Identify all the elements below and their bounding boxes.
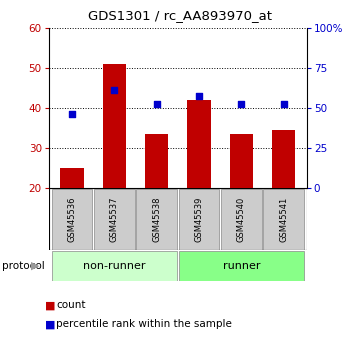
Text: percentile rank within the sample: percentile rank within the sample xyxy=(56,319,232,329)
Point xyxy=(238,101,244,107)
Point xyxy=(154,101,160,107)
Text: ■: ■ xyxy=(45,300,56,310)
Text: GSM45541: GSM45541 xyxy=(279,196,288,242)
Bar xyxy=(136,189,177,249)
Text: GSM45536: GSM45536 xyxy=(68,196,77,242)
Text: GSM45538: GSM45538 xyxy=(152,196,161,242)
Point xyxy=(69,111,75,117)
Point xyxy=(281,101,287,107)
Text: count: count xyxy=(56,300,86,310)
Bar xyxy=(179,251,304,280)
Bar xyxy=(272,130,295,188)
Bar xyxy=(103,64,126,188)
Text: runner: runner xyxy=(222,261,260,270)
Bar xyxy=(230,134,253,188)
Point xyxy=(196,93,202,99)
Bar xyxy=(145,134,168,188)
Text: non-runner: non-runner xyxy=(83,261,145,270)
Bar xyxy=(60,168,84,188)
Bar xyxy=(179,189,219,249)
Text: GSM45540: GSM45540 xyxy=(237,196,246,242)
Point xyxy=(112,87,117,92)
Bar xyxy=(187,100,210,188)
Text: GDS1301 / rc_AA893970_at: GDS1301 / rc_AA893970_at xyxy=(88,9,273,22)
Text: ▶: ▶ xyxy=(31,261,40,270)
Bar xyxy=(221,189,262,249)
Text: GSM45539: GSM45539 xyxy=(195,196,204,242)
Bar xyxy=(94,189,135,249)
Text: protocol: protocol xyxy=(2,261,44,270)
Text: GSM45537: GSM45537 xyxy=(110,196,119,242)
Bar xyxy=(52,251,177,280)
Bar xyxy=(263,189,304,249)
Text: ■: ■ xyxy=(45,319,56,329)
Bar xyxy=(52,189,92,249)
